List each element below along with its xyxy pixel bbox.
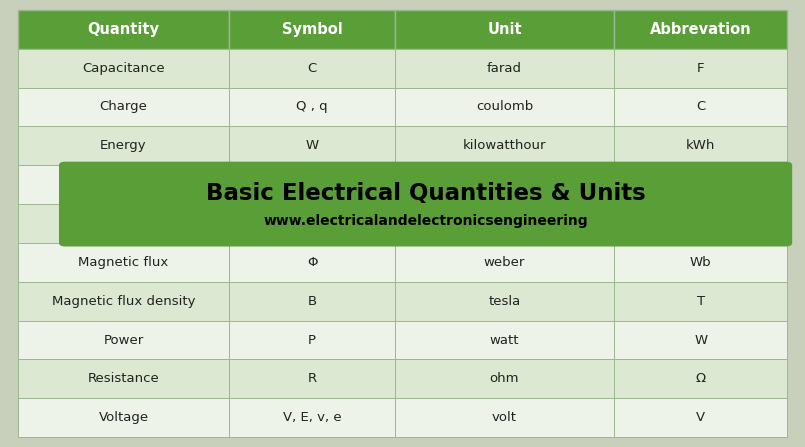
Text: Power: Power	[103, 333, 143, 346]
Text: Inductance: Inductance	[86, 217, 160, 230]
Text: ohm: ohm	[489, 372, 519, 385]
Text: W: W	[306, 139, 319, 152]
Text: F: F	[697, 62, 704, 75]
Bar	[18, 243, 229, 282]
Text: V: V	[696, 411, 705, 424]
Text: H: H	[696, 217, 706, 230]
Text: watt: watt	[489, 333, 519, 346]
Bar	[614, 243, 787, 282]
Bar	[614, 398, 787, 437]
Bar	[18, 127, 229, 165]
Bar	[18, 359, 229, 398]
Text: kWh: kWh	[686, 139, 716, 152]
Bar	[229, 359, 394, 398]
Text: Quantity: Quantity	[88, 22, 159, 37]
Bar	[614, 88, 787, 127]
Bar	[229, 10, 394, 49]
Text: C: C	[308, 62, 316, 75]
Bar	[614, 49, 787, 88]
Text: kilowatthour: kilowatthour	[463, 139, 547, 152]
Bar	[18, 165, 229, 204]
Bar	[614, 320, 787, 359]
Text: B: B	[308, 295, 316, 308]
Bar	[394, 127, 614, 165]
Text: Hz: Hz	[692, 178, 709, 191]
Bar	[614, 10, 787, 49]
Text: R: R	[308, 372, 316, 385]
Text: P: P	[308, 333, 316, 346]
Bar	[394, 282, 614, 320]
Bar	[229, 398, 394, 437]
Bar	[394, 398, 614, 437]
Bar	[229, 243, 394, 282]
Text: C: C	[696, 101, 705, 114]
Bar	[614, 282, 787, 320]
Text: Ω: Ω	[696, 372, 706, 385]
Bar	[229, 165, 394, 204]
Text: farad: farad	[487, 62, 522, 75]
Bar	[394, 359, 614, 398]
Text: Q , q: Q , q	[296, 101, 328, 114]
Text: Φ: Φ	[307, 256, 317, 269]
Bar	[229, 204, 394, 243]
Text: weber: weber	[484, 256, 525, 269]
Bar	[394, 49, 614, 88]
Text: Wb: Wb	[690, 256, 712, 269]
Bar	[394, 243, 614, 282]
Text: Voltage: Voltage	[98, 411, 149, 424]
Text: V, E, v, e: V, E, v, e	[283, 411, 341, 424]
Text: T: T	[696, 295, 704, 308]
Bar	[614, 359, 787, 398]
Text: Symbol: Symbol	[282, 22, 342, 37]
Bar	[18, 282, 229, 320]
Text: Resistance: Resistance	[88, 372, 159, 385]
Bar	[394, 88, 614, 127]
Bar	[229, 320, 394, 359]
Bar	[229, 49, 394, 88]
Bar	[18, 320, 229, 359]
Bar	[614, 127, 787, 165]
Bar	[614, 204, 787, 243]
Text: Abbrevation: Abbrevation	[650, 22, 752, 37]
Text: coulomb: coulomb	[476, 101, 533, 114]
Text: Energy: Energy	[100, 139, 147, 152]
Text: henry: henry	[485, 217, 524, 230]
Bar	[394, 204, 614, 243]
Text: Unit: Unit	[487, 22, 522, 37]
Text: Magnetic flux density: Magnetic flux density	[52, 295, 196, 308]
Bar	[18, 88, 229, 127]
Text: tesla: tesla	[489, 295, 521, 308]
Bar	[229, 282, 394, 320]
Bar	[18, 398, 229, 437]
Bar	[18, 49, 229, 88]
FancyBboxPatch shape	[59, 162, 792, 246]
Bar	[229, 127, 394, 165]
Text: Capacitance: Capacitance	[82, 62, 165, 75]
Text: L: L	[308, 217, 316, 230]
Text: W: W	[694, 333, 708, 346]
Text: hertz: hertz	[487, 178, 522, 191]
Bar	[394, 320, 614, 359]
Text: www.electricalandelectronicsengineering: www.electricalandelectronicsengineering	[263, 214, 588, 228]
Bar	[18, 204, 229, 243]
Bar	[614, 165, 787, 204]
Text: f: f	[310, 178, 315, 191]
Text: Frequency: Frequency	[89, 178, 158, 191]
Bar	[394, 165, 614, 204]
Bar	[18, 10, 229, 49]
Bar	[229, 88, 394, 127]
Text: volt: volt	[492, 411, 517, 424]
Text: Basic Electrical Quantities & Units: Basic Electrical Quantities & Units	[206, 182, 646, 206]
Text: Magnetic flux: Magnetic flux	[78, 256, 169, 269]
Text: Charge: Charge	[100, 101, 147, 114]
Bar	[394, 10, 614, 49]
